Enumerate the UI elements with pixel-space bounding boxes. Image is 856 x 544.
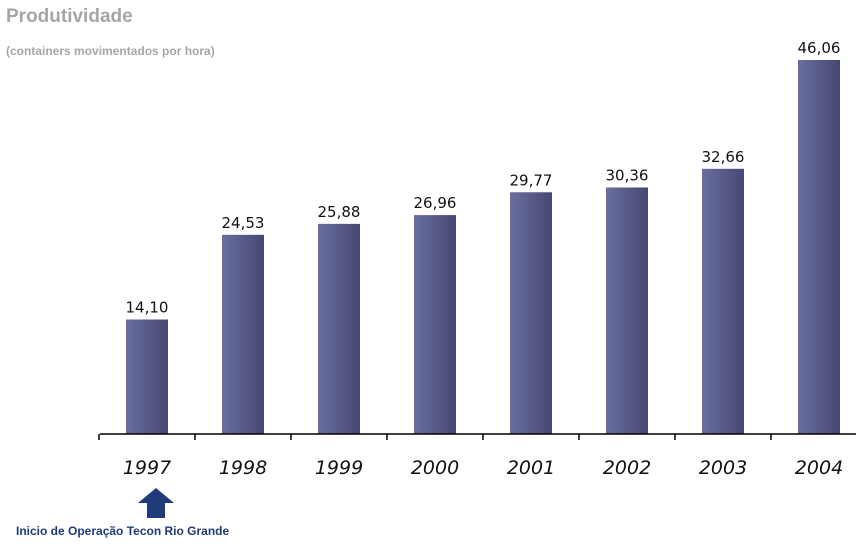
x-tick-label-2004: 2004 — [795, 457, 843, 479]
x-tick-label-2002: 2002 — [603, 457, 651, 479]
bar-1999 — [318, 223, 360, 434]
x-tick-labels-group: 1997 1998 1999 2000 2001 2002 2003 2004 — [123, 457, 843, 479]
bar-1998 — [222, 234, 264, 434]
x-tick-label-1998: 1998 — [219, 457, 267, 479]
value-label-2003: 32,66 — [702, 148, 745, 166]
x-tick-label-1997: 1997 — [123, 457, 171, 479]
bars-group — [126, 60, 840, 434]
value-label-1998: 24,53 — [222, 214, 265, 232]
x-tick-label-2001: 2001 — [507, 457, 555, 479]
annotation-text: Inicio de Operação Tecon Rio Grande — [16, 524, 230, 538]
value-label-2004: 46,06 — [798, 39, 841, 57]
value-label-2001: 29,77 — [510, 171, 553, 189]
value-label-2000: 26,96 — [414, 194, 457, 212]
chart-title: Produtividade — [6, 6, 133, 27]
bar-2002 — [606, 187, 648, 434]
value-label-2002: 30,36 — [606, 166, 649, 184]
x-tick-label-2003: 2003 — [699, 457, 747, 479]
value-label-1997: 14,10 — [126, 299, 169, 317]
up-arrow-icon — [138, 488, 174, 518]
bar-2003 — [702, 168, 744, 434]
x-tick-label-2000: 2000 — [411, 457, 459, 479]
bar-2000 — [414, 215, 456, 434]
bar-1997 — [126, 319, 168, 434]
chart-subtitle: (containers movimentados por hora) — [6, 44, 215, 58]
bar-2001 — [510, 192, 552, 434]
bar-2004 — [798, 60, 840, 434]
x-axis — [98, 433, 856, 440]
value-labels-group: 14,10 24,53 25,88 26,96 29,77 30,36 32,66 46,06 — [126, 39, 841, 317]
value-label-1999: 25,88 — [318, 203, 361, 221]
x-tick-label-1999: 1999 — [315, 457, 363, 479]
